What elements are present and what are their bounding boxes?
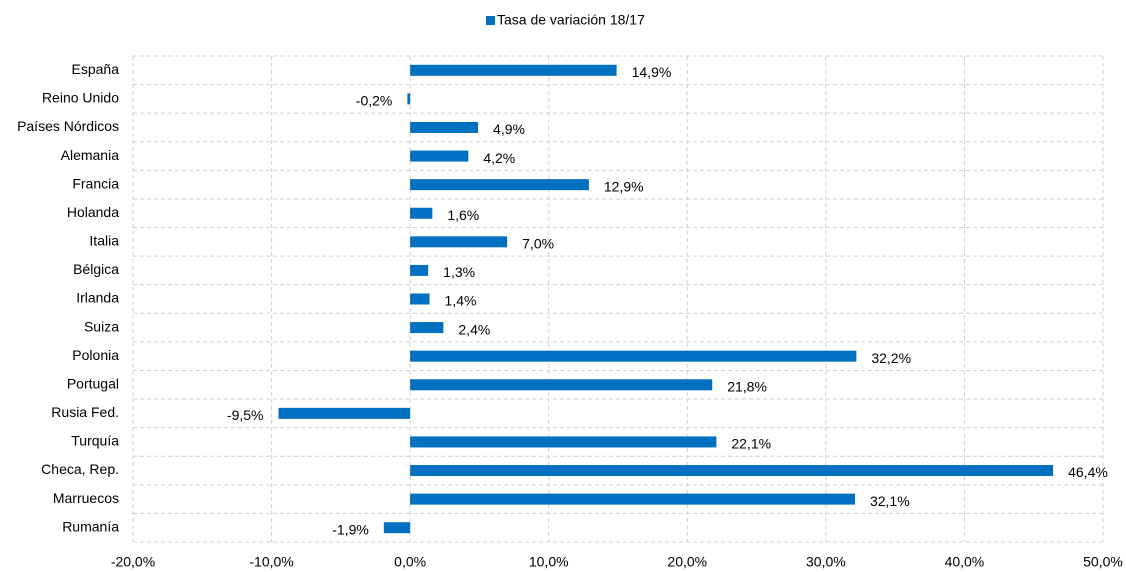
y-tick-label: Reino Unido — [42, 90, 119, 106]
y-tick-label: Holanda — [67, 204, 119, 220]
value-label: 14,9% — [632, 64, 672, 80]
y-tick-label: Turquía — [71, 433, 119, 449]
x-tick-label: 40,0% — [945, 554, 985, 570]
x-tick-label: 20,0% — [667, 554, 707, 570]
value-label: 32,1% — [870, 493, 910, 509]
value-label: 7,0% — [522, 236, 554, 252]
bar — [278, 407, 411, 419]
value-label: 1,6% — [447, 207, 479, 223]
x-tick-label: 10,0% — [529, 554, 569, 570]
bar — [410, 150, 469, 162]
y-tick-label: Italia — [89, 233, 119, 249]
bar — [383, 522, 411, 534]
y-tick-label: Checa, Rep. — [41, 461, 119, 477]
value-label: 1,3% — [443, 264, 475, 280]
x-tick-label: 0,0% — [394, 554, 426, 570]
y-tick-label: Rumanía — [62, 518, 119, 534]
value-label: 32,2% — [871, 350, 911, 366]
y-tick-label: Bélgica — [73, 261, 119, 277]
value-label: 4,2% — [483, 150, 515, 166]
bar — [410, 465, 1054, 477]
y-tick-label: Polonia — [72, 347, 119, 363]
bar — [410, 236, 508, 248]
bar — [410, 322, 444, 334]
value-label: 1,4% — [445, 293, 477, 309]
bar — [410, 493, 855, 505]
bar — [410, 179, 589, 191]
value-label: -1,9% — [332, 521, 369, 537]
legend-label: Tasa de variación 18/17 — [497, 12, 645, 28]
y-tick-label: Países Nórdicos — [17, 118, 119, 134]
y-tick-label: Francia — [72, 175, 119, 191]
bar — [410, 264, 429, 276]
bar — [410, 121, 479, 133]
value-label: 21,8% — [727, 378, 767, 394]
bar — [410, 64, 617, 76]
value-label: 46,4% — [1068, 464, 1108, 480]
value-label: 2,4% — [458, 321, 490, 337]
bar — [410, 350, 857, 362]
bar — [410, 436, 717, 448]
y-tick-label: Marruecos — [53, 490, 119, 506]
y-tick-label: España — [72, 61, 120, 77]
bar — [410, 293, 430, 305]
y-tick-label: Rusia Fed. — [51, 404, 119, 420]
y-tick-label: Irlanda — [76, 290, 119, 306]
value-label: -9,5% — [227, 407, 264, 423]
y-tick-label: Portugal — [67, 375, 119, 391]
bar — [410, 379, 713, 391]
value-label: 4,9% — [493, 121, 525, 137]
x-tick-label: 50,0% — [1083, 554, 1123, 570]
value-label: 22,1% — [731, 436, 771, 452]
x-tick-label: -20,0% — [111, 554, 155, 570]
bar — [407, 93, 411, 105]
value-label: 12,9% — [604, 178, 644, 194]
x-tick-label: -10,0% — [249, 554, 293, 570]
x-tick-label: 30,0% — [806, 554, 846, 570]
y-tick-label: Alemania — [61, 147, 120, 163]
bar — [410, 207, 433, 219]
y-tick-label: Suiza — [84, 318, 119, 334]
value-label: -0,2% — [356, 93, 393, 109]
legend-swatch — [486, 16, 495, 25]
